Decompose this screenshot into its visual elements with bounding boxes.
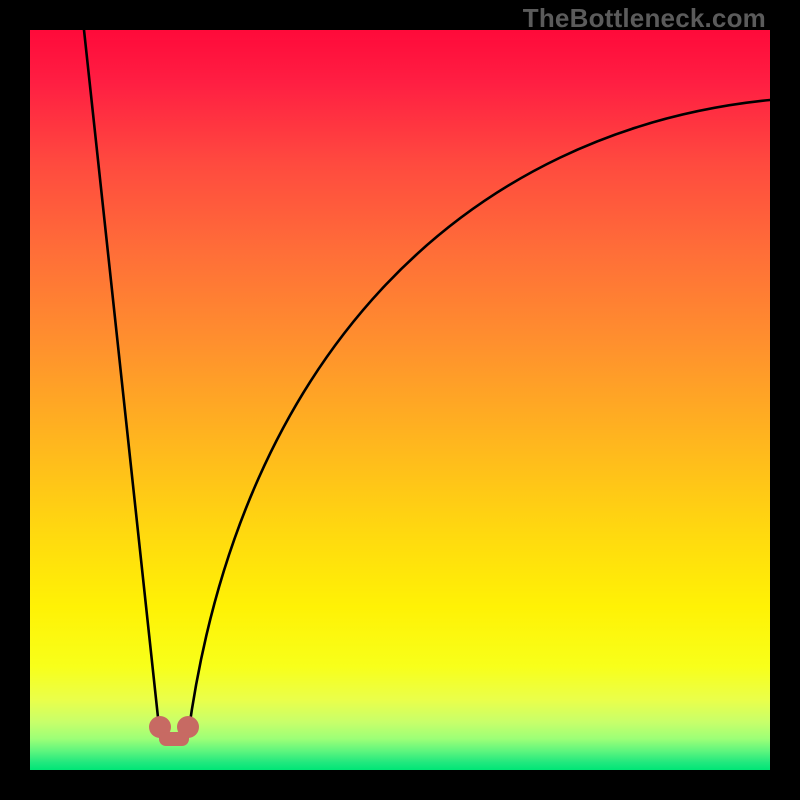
trough-bar <box>159 732 189 746</box>
bottleneck-curve <box>84 30 770 742</box>
plot-area <box>30 30 770 770</box>
curve-layer <box>30 30 770 770</box>
watermark-text: TheBottleneck.com <box>523 3 766 34</box>
trough-marker-group <box>149 716 199 746</box>
